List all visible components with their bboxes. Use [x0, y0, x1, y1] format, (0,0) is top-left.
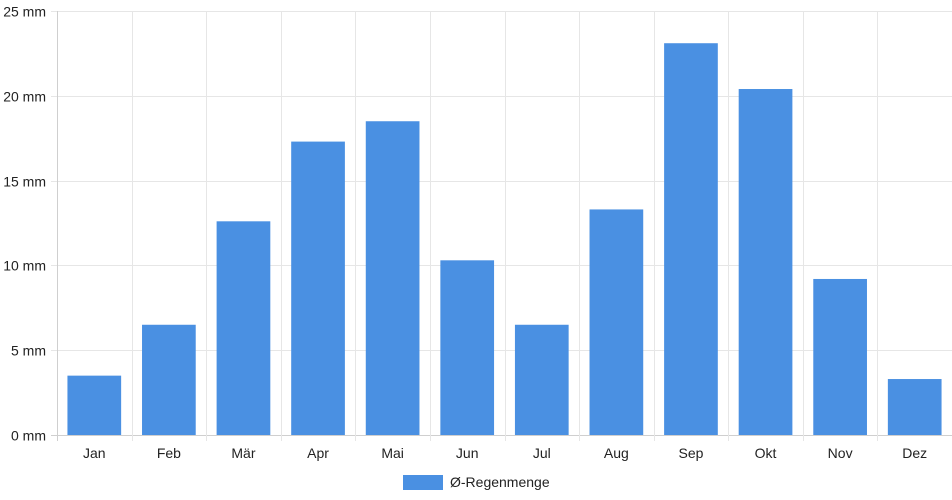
x-tick-label: Jul: [533, 445, 551, 461]
bar-aug[interactable]: [589, 209, 644, 435]
bar-nov[interactable]: [813, 278, 867, 435]
bar-jun[interactable]: [440, 260, 495, 435]
bar-jan[interactable]: [67, 375, 122, 435]
grid-layer: [51, 11, 952, 441]
legend-swatch: [403, 475, 443, 490]
bars-layer: [67, 43, 942, 436]
y-tick-label: 25 mm: [3, 4, 46, 20]
x-tick-label: Okt: [755, 445, 777, 461]
x-tick-label: Dez: [902, 445, 927, 461]
y-tick-label: 15 mm: [3, 174, 46, 190]
bar-jul[interactable]: [514, 324, 569, 435]
x-tick-label: Mai: [381, 445, 404, 461]
y-axis-ticks: 0 mm 5 mm 10 mm 15 mm 20 mm 25 mm: [3, 4, 46, 444]
x-tick-label: Jan: [83, 445, 106, 461]
x-tick-label: Feb: [157, 445, 181, 461]
bar-mär[interactable]: [216, 221, 271, 435]
x-tick-label: Nov: [828, 445, 853, 461]
x-tick-label: Mär: [231, 445, 255, 461]
legend-label: Ø-Regenmenge: [450, 474, 550, 490]
bar-okt[interactable]: [738, 89, 793, 436]
bar-apr[interactable]: [291, 141, 345, 436]
y-tick-label: 5 mm: [11, 343, 46, 359]
x-tick-label: Aug: [604, 445, 629, 461]
x-axis-ticks: Jan Feb Mär Apr Mai Jun Jul Aug Sep Okt Nov Dez: [83, 445, 927, 461]
bar-sep[interactable]: [664, 43, 718, 435]
x-tick-label: Sep: [678, 445, 703, 461]
bar-mai[interactable]: [365, 121, 420, 436]
legend[interactable]: Ø-Regenmenge: [403, 474, 550, 490]
bar-dez[interactable]: [887, 379, 942, 435]
y-tick-label: 10 mm: [3, 258, 46, 274]
y-tick-label: 0 mm: [11, 428, 46, 444]
x-tick-label: Apr: [307, 445, 329, 461]
x-tick-label: Jun: [456, 445, 479, 461]
y-tick-label: 20 mm: [3, 89, 46, 105]
bar-feb[interactable]: [142, 324, 196, 435]
